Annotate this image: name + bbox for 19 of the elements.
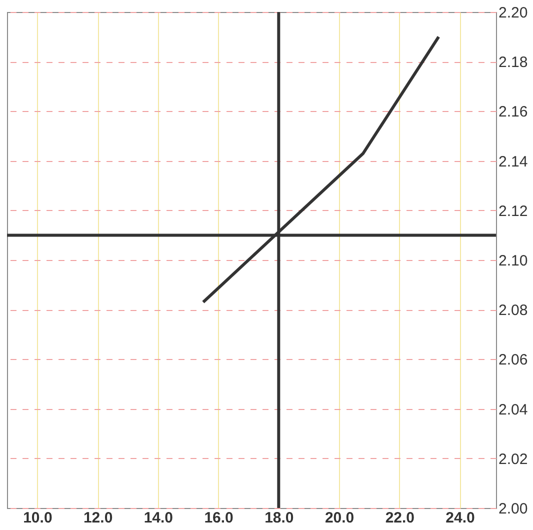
y-tick-label: 2.06 — [498, 352, 528, 369]
x-tick-label: 22.0 — [385, 510, 415, 526]
y-tick-label: 2.00 — [498, 500, 528, 518]
y-tick-label: 2.16 — [498, 104, 528, 121]
x-tick-label: 14.0 — [144, 510, 174, 526]
y-tick-label: 2.18 — [498, 54, 528, 72]
y-tick-label: 2.10 — [498, 252, 528, 270]
x-tick-label: 10.0 — [23, 510, 52, 526]
y-tick-label: 2.14 — [498, 153, 528, 170]
y-tick-label: 2.08 — [498, 302, 528, 320]
x-tick-label: 20.0 — [324, 510, 354, 526]
x-tick-label: 16.0 — [204, 510, 234, 526]
y-tick-label: 2.02 — [498, 450, 528, 468]
y-tick-label: 2.12 — [498, 202, 528, 220]
x-tick-label: 12.0 — [83, 510, 113, 526]
y-tick-label: 2.04 — [498, 401, 528, 418]
x-tick-label: 18.0 — [264, 510, 294, 526]
x-tick-label: 24.0 — [446, 510, 475, 526]
y-tick-label: 2.20 — [498, 4, 528, 22]
